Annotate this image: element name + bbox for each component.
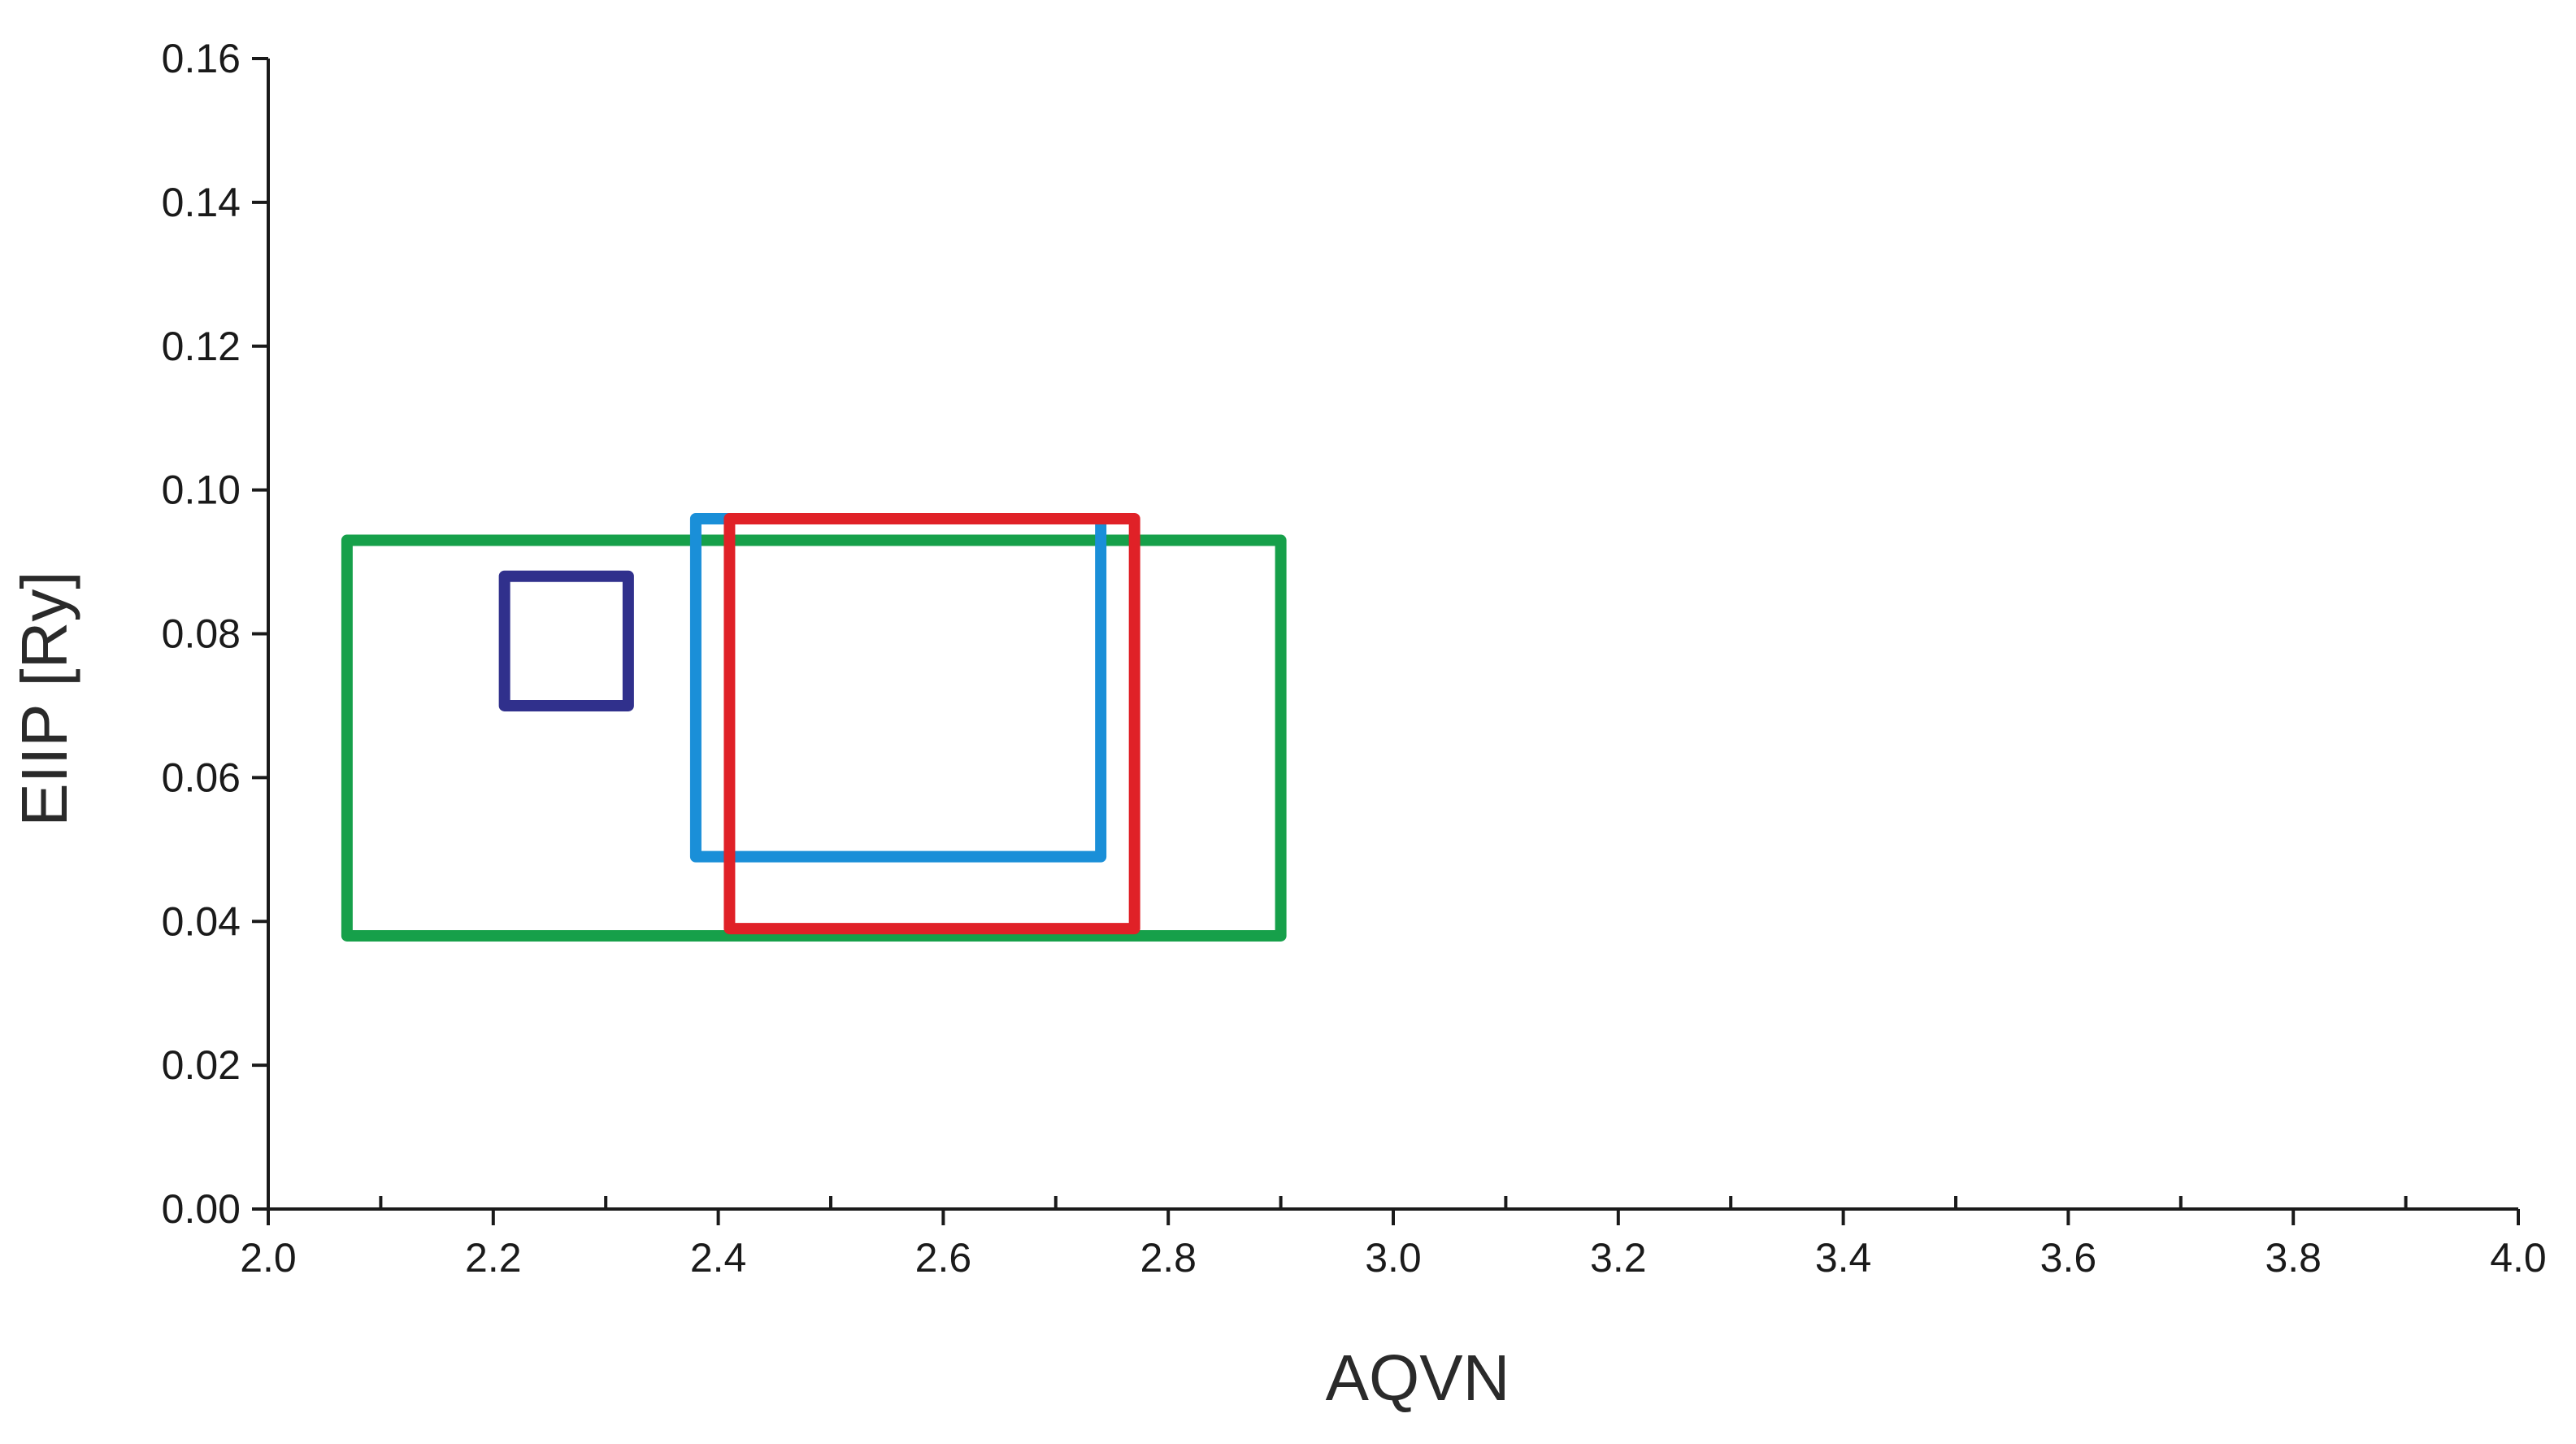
- x-tick-label: 2.6: [915, 1235, 972, 1281]
- y-tick-label: 0.06: [162, 755, 241, 800]
- x-tick-label: 3.4: [1815, 1235, 1872, 1281]
- region-rect-2: [498, 570, 634, 711]
- x-tick-label: 4.0: [2490, 1235, 2547, 1281]
- x-tick-label: 3.2: [1590, 1235, 1647, 1281]
- y-tick-label: 0.08: [162, 611, 241, 657]
- axes: [267, 59, 2518, 1211]
- y-tick-label: 0.10: [162, 468, 241, 513]
- x-tick-label: 3.6: [2040, 1235, 2097, 1281]
- y-axis-ticks: 0.00 0.02 0.04 0.06 0.08 0.10 0.12 0.14 0.16: [162, 36, 268, 1232]
- x-axis-ticks: 2.0 2.2 2.4 2.6 2.8 3.0 3.2 3.4 3.6 3.8 4.0: [240, 1196, 2547, 1281]
- y-tick-label: 0.00: [162, 1186, 241, 1232]
- x-tick-label: 2.2: [465, 1235, 522, 1281]
- x-tick-label: 3.8: [2265, 1235, 2322, 1281]
- y-axis-title: EIIP [Ry]: [8, 571, 80, 826]
- y-tick-label: 0.12: [162, 324, 241, 369]
- y-tick-label: 0.16: [162, 36, 241, 81]
- y-tick-label: 0.04: [162, 898, 241, 944]
- x-tick-label: 2.8: [1140, 1235, 1197, 1281]
- y-tick-label: 0.02: [162, 1042, 241, 1088]
- data-regions: [341, 513, 1287, 942]
- x-tick-label: 2.4: [690, 1235, 747, 1281]
- y-tick-label: 0.14: [162, 180, 241, 225]
- x-tick-label: 2.0: [240, 1235, 297, 1281]
- region-rect-1: [341, 534, 1287, 942]
- x-tick-label: 3.0: [1365, 1235, 1422, 1281]
- region-rect-4: [723, 513, 1140, 935]
- region-rect-3: [689, 513, 1107, 863]
- x-axis-title: AQVN: [1326, 1342, 1510, 1414]
